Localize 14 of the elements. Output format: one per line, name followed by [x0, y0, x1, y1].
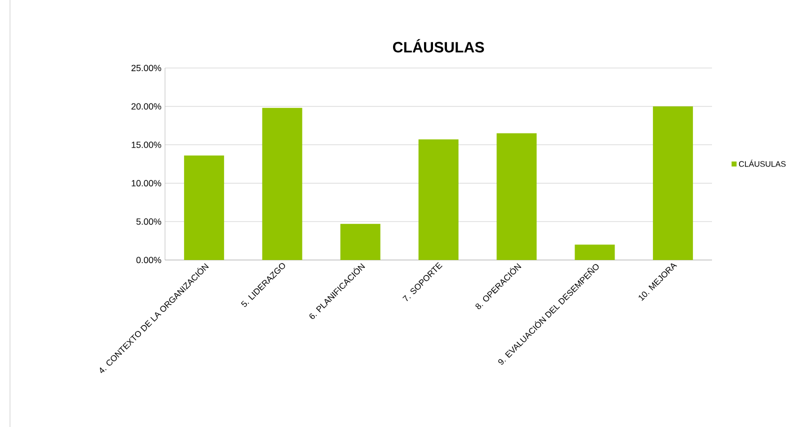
y-tick-label: 20.00%	[132, 103, 162, 110]
bar	[418, 139, 458, 260]
y-tick-label: 10.00%	[132, 180, 162, 186]
y-tick-label: 15.00%	[132, 142, 162, 148]
chart-title: CLÁUSULAS	[393, 39, 484, 52]
y-tick-label: 25.00%	[132, 64, 162, 72]
y-tick-label: 5.00%	[136, 218, 162, 225]
bar	[262, 108, 302, 260]
bar	[340, 224, 380, 260]
bar	[652, 106, 693, 260]
y-tick-label: 0.00%	[136, 256, 162, 264]
bar	[184, 156, 224, 260]
bar	[574, 244, 615, 260]
bar	[496, 133, 537, 260]
